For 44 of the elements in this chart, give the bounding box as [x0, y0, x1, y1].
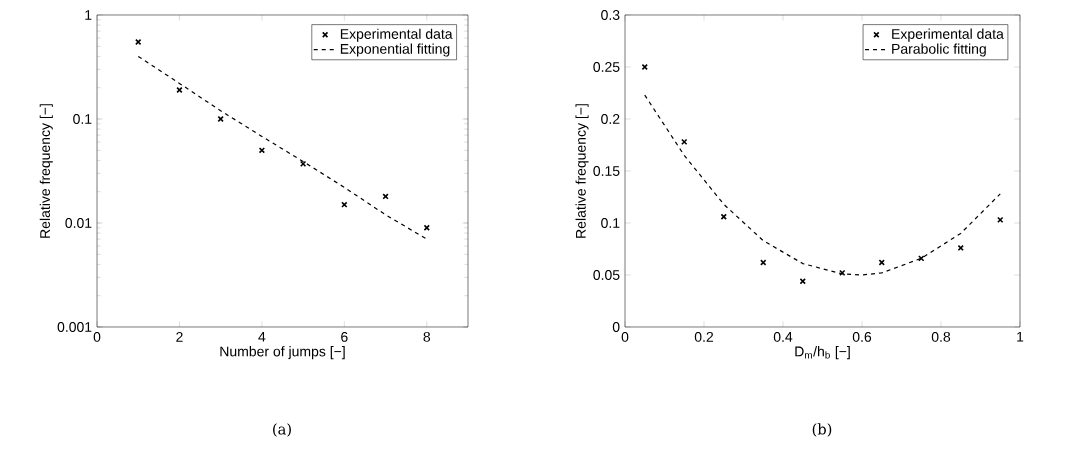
- y-axis-title: Relative frequency [−]: [575, 104, 589, 238]
- x-axis-title: Number of jumps [−]: [220, 346, 345, 360]
- x-axis-title: D$_{m}$/h$_{b}$ [−]: [795, 346, 850, 360]
- y-axis-title: Relative frequency [−]: [39, 104, 53, 238]
- x-tick-label: 6: [341, 331, 348, 342]
- x-tick-label: 0.6: [852, 331, 872, 342]
- legend-label: Exponential fitting: [340, 43, 450, 57]
- text: (b): [812, 423, 832, 437]
- y-tick-label: 0.05: [593, 270, 620, 280]
- y-tick-label: 0.2: [601, 114, 620, 124]
- point: [681, 138, 688, 146]
- point: [341, 201, 348, 208]
- x-tick-label: 0.4: [773, 331, 793, 342]
- point: [720, 213, 727, 220]
- point: [799, 278, 806, 285]
- point: [997, 216, 1004, 224]
- y-tick-label: 0.3: [601, 10, 620, 20]
- x-tick-label: 8: [423, 331, 431, 342]
- x-tick-label: 1: [1017, 331, 1024, 342]
- point: [382, 193, 389, 200]
- y-tick-label: 0.1: [73, 114, 92, 124]
- x-tick-label: 0.2: [694, 331, 714, 342]
- x-tick-label: 2: [176, 331, 183, 342]
- y-tick-label: 0.001: [57, 322, 92, 332]
- point: [423, 224, 430, 231]
- text: (a): [273, 423, 291, 437]
- y-tick-label: 0.15: [593, 166, 620, 176]
- line-series: [644, 94, 1001, 276]
- point: [299, 160, 307, 168]
- y-tick-label: 0.1: [601, 218, 620, 228]
- y-tick-label: 1: [85, 10, 92, 20]
- legend-label: Parabolic fitting: [892, 43, 986, 57]
- x-tick-label: 4: [258, 331, 266, 342]
- x-tick-label: 0: [621, 331, 629, 342]
- line-series: [137, 55, 428, 240]
- y-tick-label: 0.01: [65, 218, 92, 228]
- x-tick-label: 0.8: [931, 331, 951, 342]
- y-tick-label: 0.25: [593, 62, 620, 72]
- legend-label: Experimental data: [340, 28, 453, 42]
- y-tick-label: 0: [612, 322, 620, 332]
- x-tick-label: 0: [93, 331, 101, 342]
- legend-label: Experimental data: [892, 28, 1004, 42]
- point: [839, 269, 846, 277]
- point: [918, 255, 925, 262]
